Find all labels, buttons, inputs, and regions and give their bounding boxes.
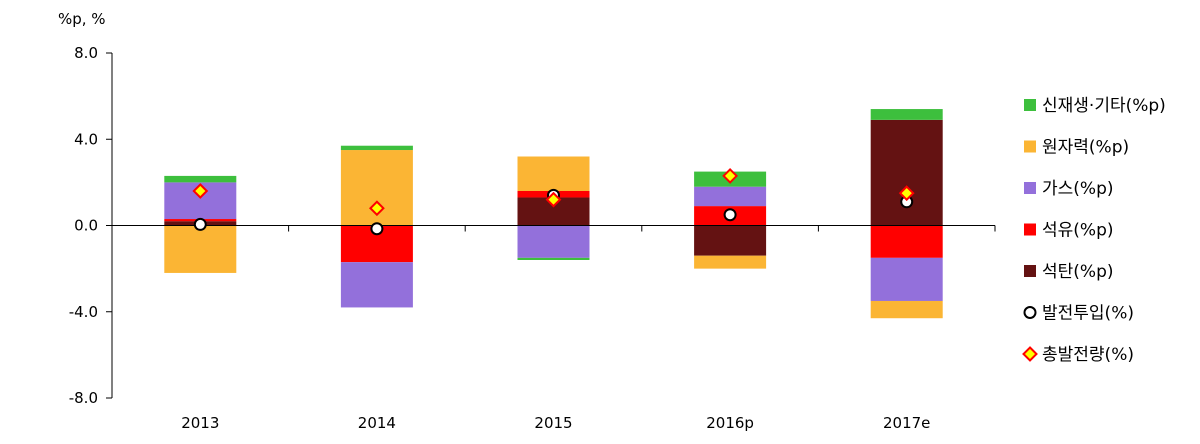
legend-label: 발전투입(%) (1042, 304, 1134, 324)
bar-segment (340, 145, 413, 151)
x-tick-label: 2015 (534, 414, 572, 432)
legend-label: 석탄(%p) (1042, 262, 1114, 282)
bar-segment (694, 225, 767, 256)
bar-segment (517, 257, 590, 260)
bar-segment (517, 225, 590, 258)
diamond-marker (898, 185, 915, 202)
legend-marker (1023, 306, 1037, 319)
bar-segment (517, 156, 590, 191)
legend: 신재생·기타(%p) 원자력(%p) 가스(%p) 석유(%p) 석탄(%p) 발전투입(… (1022, 96, 1166, 365)
circle-marker (370, 222, 384, 236)
legend-swatch (1024, 265, 1036, 277)
x-tick-label: 2016p (706, 414, 754, 432)
circle-marker (193, 217, 207, 231)
x-tick-label: 2017e (883, 414, 930, 432)
diamond-marker (192, 183, 209, 199)
legend-label: 총발전량(%) (1042, 345, 1134, 365)
y-tick-label: 0.0 (74, 217, 98, 235)
legend-label: 가스(%p) (1042, 179, 1114, 199)
diamond-marker (722, 167, 739, 184)
legend-swatch (1024, 99, 1036, 111)
bar-segment (870, 300, 943, 319)
legend-label: 석유(%p) (1042, 221, 1114, 241)
diamond-marker (368, 200, 385, 217)
bar-segment (870, 119, 943, 226)
bar-segment (340, 262, 413, 308)
y-tick-label: -8.0 (69, 389, 98, 407)
legend-marker (1022, 346, 1038, 362)
axis-layer: 8.0 4.0 0.0 -4.0 -8.0 2013 2014 2015 2016p 2017e (69, 44, 996, 432)
bar-segment (164, 175, 237, 183)
legend-swatch (1024, 223, 1036, 236)
legend-label: 원자력(%p) (1042, 138, 1129, 158)
diamond-marker (545, 191, 562, 208)
legend-label: 신재생·기타(%p) (1042, 96, 1166, 116)
y-tick-label: 4.0 (74, 130, 98, 148)
bar-segment (870, 109, 943, 120)
legend-swatch (1024, 182, 1036, 194)
x-tick-label: 2013 (181, 414, 219, 432)
y-tick-label: -4.0 (69, 303, 98, 321)
bar-segment (870, 225, 943, 258)
x-tick-label: 2014 (358, 414, 396, 432)
unit-label: %p, % (58, 10, 106, 28)
bar-segment (694, 186, 767, 207)
circle-marker (723, 208, 737, 222)
legend-swatch (1024, 140, 1036, 153)
bars-layer (164, 109, 943, 319)
bar-segment (694, 255, 767, 269)
bar-segment (870, 257, 943, 301)
y-tick-label: 8.0 (74, 44, 98, 62)
bar-segment (164, 225, 237, 273)
markers-layer (192, 167, 915, 236)
